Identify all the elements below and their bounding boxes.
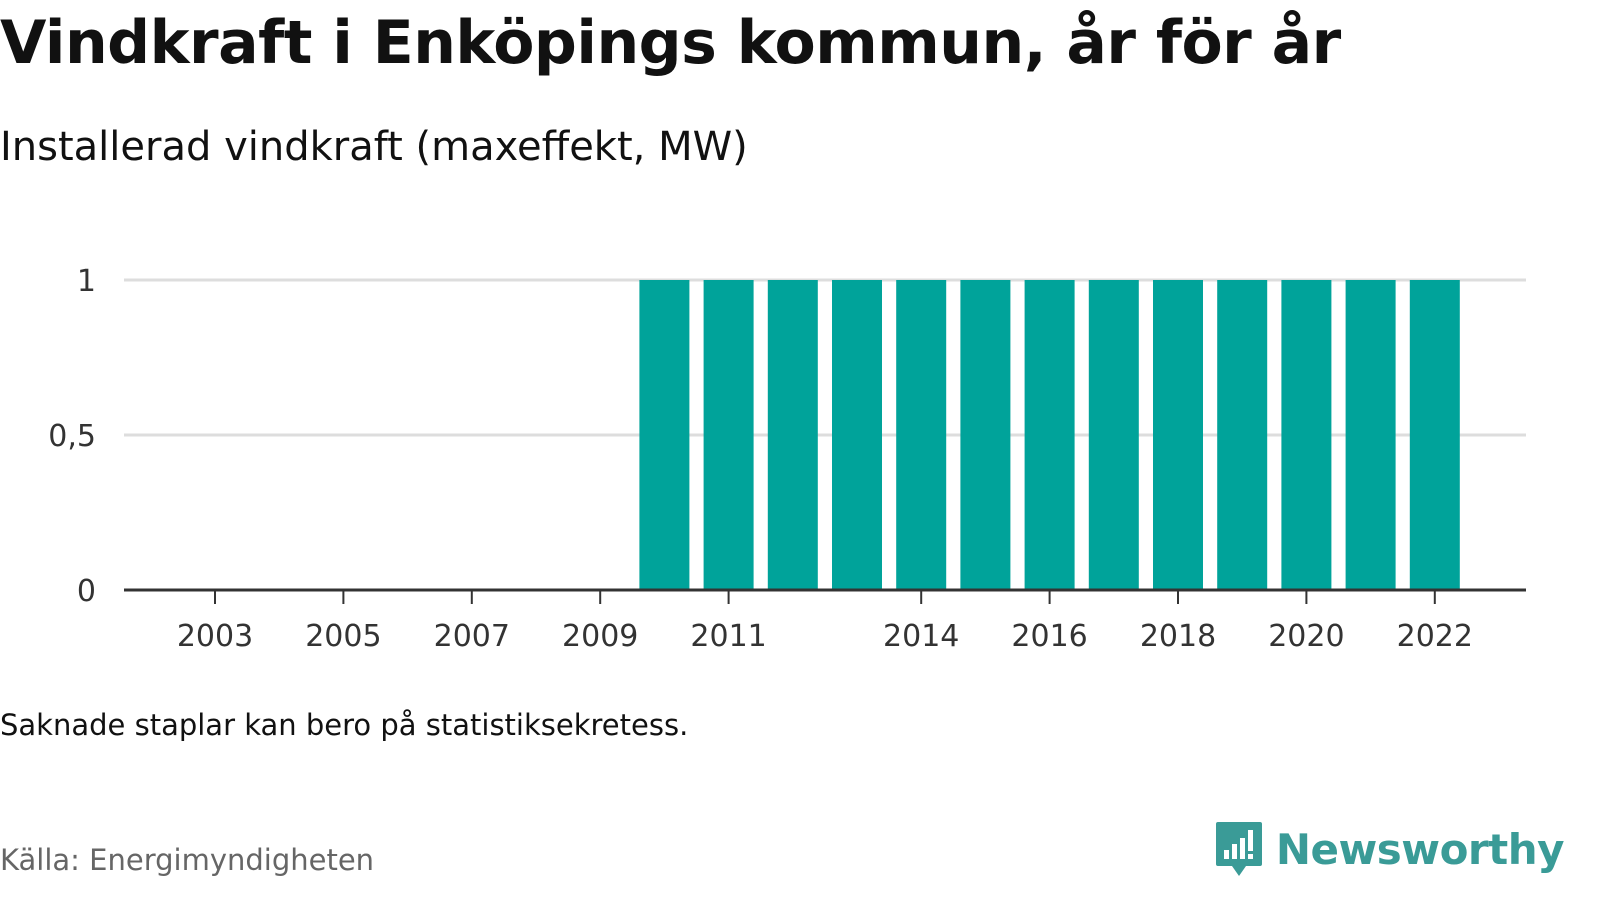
x-tick-label: 2014: [883, 619, 959, 654]
bar-2011: [703, 280, 754, 590]
bar-2017: [1088, 280, 1139, 590]
bar-2021: [1345, 280, 1396, 590]
bar-2014: [896, 280, 947, 590]
footnote: Saknade staplar kan bero på statistiksek…: [0, 708, 689, 742]
x-tick-label: 2022: [1397, 619, 1473, 654]
bar-2020: [1281, 280, 1332, 590]
x-tick-label: 2020: [1268, 619, 1344, 654]
chart-subtitle: Installerad vindkraft (maxeffekt, MW): [0, 124, 748, 170]
bar-layer: [639, 280, 1460, 590]
bar-2015: [960, 280, 1011, 590]
x-tick-label: 2018: [1140, 619, 1216, 654]
chart-title: Vindkraft i Enköpings kommun, år för år: [0, 8, 1341, 78]
bar-2010: [639, 280, 690, 590]
bar-2016: [1024, 280, 1075, 590]
bar-2013: [832, 280, 882, 590]
x-tick-label: 2009: [562, 619, 638, 654]
bar-2019: [1217, 280, 1268, 590]
bar-2018: [1153, 280, 1203, 590]
x-tick-label: 2005: [305, 619, 381, 654]
x-tick-label: 2003: [177, 619, 253, 654]
x-tick-label: 2016: [1011, 619, 1087, 654]
x-tick-label: 2011: [690, 619, 766, 654]
x-tick-label: 2007: [434, 619, 510, 654]
brand-logo: Newsworthy: [1214, 820, 1565, 878]
bar-2022: [1409, 280, 1460, 590]
y-tick-label: 0,5: [48, 419, 96, 454]
y-tick-label: 0: [77, 574, 96, 609]
bar-2012: [767, 280, 818, 590]
bar-chart: 0 0,5 1 2003 2005 2007 2009 2011 2014 2016 2018 202…: [48, 264, 1526, 654]
axis-layer: 0 0,5 1 2003 2005 2007 2009 2011 2014 2016 2018 202…: [48, 264, 1526, 654]
source-text: Källa: Energimyndigheten: [0, 843, 375, 877]
bar-chart-speech-icon: [1215, 822, 1262, 876]
brand-name: Newsworthy: [1275, 824, 1565, 874]
y-tick-label: 1: [77, 264, 96, 299]
